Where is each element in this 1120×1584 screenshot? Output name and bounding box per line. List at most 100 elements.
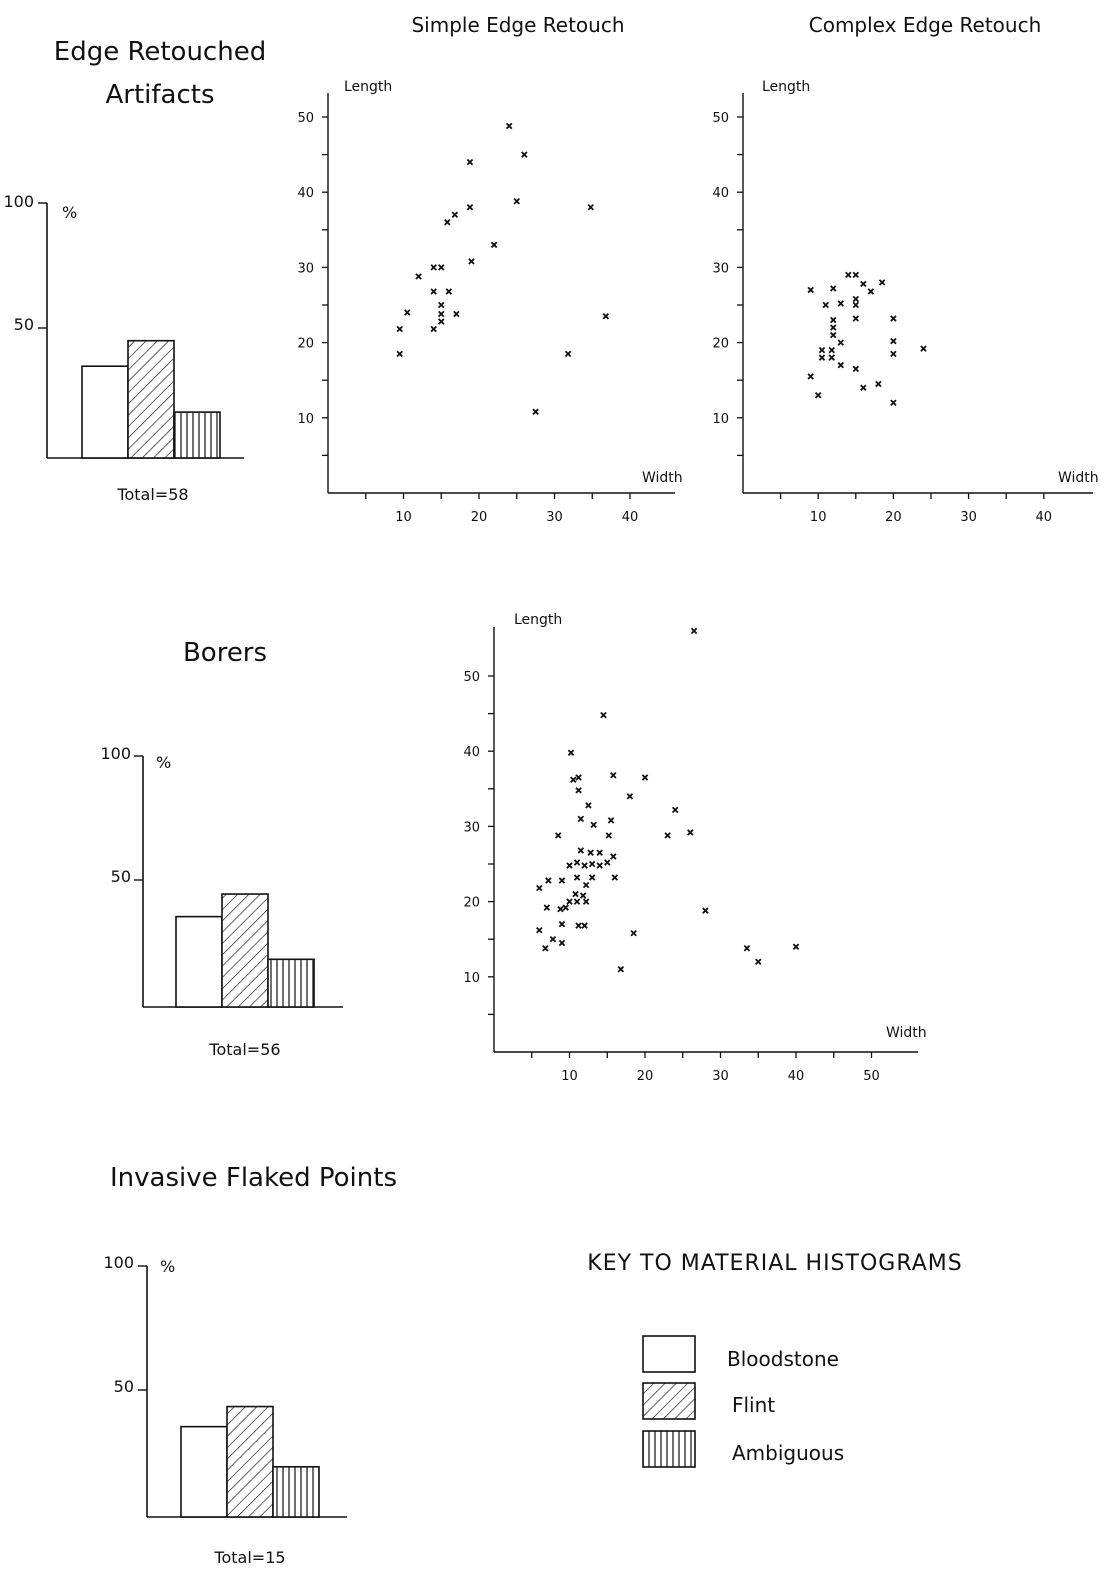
data-point <box>890 315 897 322</box>
data-point <box>582 881 590 889</box>
points <box>396 122 610 416</box>
histogram-edge-retouched: Edge Retouched Artifacts 100 50 % Total=… <box>3 37 266 504</box>
data-point <box>702 907 709 914</box>
data-point <box>845 271 852 279</box>
y-unit-label: % <box>160 1257 175 1276</box>
y-unit-label: % <box>62 203 77 222</box>
data-point <box>755 958 762 965</box>
x-tick-label: 10 <box>395 510 412 525</box>
y-tick-50: 50 <box>111 867 131 886</box>
total-label: Total=15 <box>213 1548 285 1567</box>
data-point <box>828 346 835 354</box>
data-point <box>630 929 637 937</box>
bar-ambiguous <box>173 411 221 459</box>
histogram-title-line-1: Edge Retouched <box>54 37 266 67</box>
x-axis-label: Width <box>642 470 683 486</box>
key-title: KEY TO MATERIAL HISTOGRAMS <box>587 1251 962 1276</box>
data-point <box>830 324 837 331</box>
data-point <box>438 318 445 325</box>
data-point <box>602 313 610 320</box>
data-point <box>878 279 886 286</box>
data-point <box>438 310 445 318</box>
data-point <box>582 898 590 905</box>
data-point <box>445 288 453 295</box>
x-tick-label: 50 <box>863 1069 880 1084</box>
y-tick-100: 100 <box>100 744 131 763</box>
bar-ambiguous <box>272 1466 320 1518</box>
bars <box>81 339 221 459</box>
data-point <box>818 354 826 361</box>
key-label-flint: Flint <box>732 1393 775 1417</box>
x-tick-label: 30 <box>712 1069 729 1084</box>
y-tick-label: 50 <box>463 670 480 685</box>
data-point <box>587 849 594 856</box>
data-point <box>807 286 814 294</box>
data-point <box>588 860 596 868</box>
key-label-ambiguous: Ambiguous <box>732 1441 844 1465</box>
data-point <box>664 832 671 839</box>
data-point <box>671 806 679 814</box>
bar-bloodstone <box>81 365 129 459</box>
bar-ambiguous <box>267 958 315 1008</box>
data-point <box>513 197 520 205</box>
data-point <box>581 922 588 929</box>
data-point <box>549 935 557 943</box>
data-point <box>536 926 543 934</box>
y-tick-label: 40 <box>297 186 314 201</box>
data-point <box>581 862 588 869</box>
data-point <box>468 258 475 265</box>
data-point <box>867 288 875 295</box>
data-point <box>542 944 549 952</box>
x-tick-label: 10 <box>561 1069 578 1084</box>
x-tick-label: 40 <box>622 510 639 525</box>
key-label-bloodstone: Bloodstone <box>727 1347 839 1371</box>
key-swatch-ambiguous <box>642 1430 696 1468</box>
data-point <box>617 966 625 973</box>
y-tick-label: 40 <box>712 186 729 201</box>
x-tick-label: 40 <box>788 1069 805 1084</box>
data-point <box>505 122 513 130</box>
data-point <box>404 309 411 316</box>
data-point <box>596 849 603 856</box>
data-point <box>562 904 569 911</box>
data-point <box>852 301 860 309</box>
data-point <box>860 280 867 288</box>
data-point <box>521 151 528 158</box>
data-point <box>557 905 564 913</box>
data-point <box>543 904 551 911</box>
data-point <box>830 285 837 292</box>
key-swatch-bloodstone <box>642 1335 696 1373</box>
data-point <box>852 295 860 303</box>
data-point <box>600 711 607 719</box>
histogram-title: Invasive Flaked Points <box>110 1163 397 1193</box>
bar-flint <box>221 893 269 1008</box>
bar-bloodstone <box>175 915 223 1008</box>
data-point <box>444 219 451 226</box>
data-point <box>890 399 897 406</box>
data-point <box>466 158 474 166</box>
y-tick-100: 100 <box>103 1253 134 1272</box>
data-point <box>558 877 566 884</box>
data-point <box>415 273 422 280</box>
ticks: 10 20 30 40 10 20 30 40 50 <box>712 111 1052 525</box>
data-point <box>466 204 474 211</box>
x-tick-label: 20 <box>885 510 902 525</box>
x-tick-label: 40 <box>1036 510 1053 525</box>
data-point <box>566 862 573 869</box>
data-point <box>641 774 649 781</box>
data-point <box>532 408 539 416</box>
data-point <box>430 264 437 271</box>
y-tick-label: 20 <box>297 337 314 352</box>
data-point <box>577 815 585 823</box>
data-point <box>585 802 592 809</box>
data-point <box>828 354 835 361</box>
data-point <box>610 772 617 779</box>
bar-flint <box>226 1405 274 1518</box>
x-axis-label: Width <box>1058 470 1099 486</box>
x-tick-label: 20 <box>637 1069 654 1084</box>
y-tick-label: 30 <box>463 820 480 835</box>
data-point <box>605 832 612 839</box>
points <box>536 627 800 973</box>
data-point <box>837 300 844 307</box>
data-point <box>890 337 897 345</box>
